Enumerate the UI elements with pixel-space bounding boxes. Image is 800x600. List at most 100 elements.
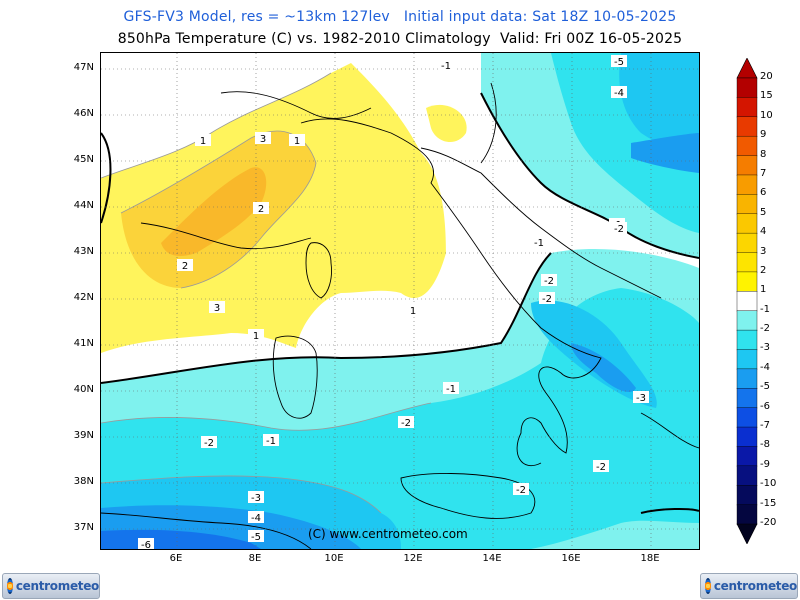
colorbar-top-arrow xyxy=(736,58,758,79)
colorbar-label: -9 xyxy=(760,458,770,470)
lat-tick-46: 46N xyxy=(73,108,94,119)
contour-label-bg xyxy=(138,538,154,549)
colorbar-swatch xyxy=(736,349,758,370)
map-panel[interactable]: -5-4-113123211-1-2-1-2-3-1-2-2-1-2-3-4-5… xyxy=(100,52,700,550)
contour-label-bg xyxy=(201,436,217,448)
colorbar-swatch xyxy=(736,271,758,293)
logo-text-left: centrometeo xyxy=(15,579,99,593)
lon-tick-10e: 10E xyxy=(324,553,344,564)
colorbar-label: 7 xyxy=(760,167,767,179)
colorbar-label: 1 xyxy=(760,284,767,296)
colorbar-label: 9 xyxy=(760,129,767,141)
colorbar-label: -8 xyxy=(760,439,770,451)
contour-label: 2 xyxy=(182,261,188,272)
contour-label-bg xyxy=(248,491,264,503)
colorbar-label: 20 xyxy=(760,71,773,82)
colorbar-label: -6 xyxy=(760,400,770,412)
contour-label-bg xyxy=(513,483,529,495)
contour-label-bg xyxy=(531,236,547,248)
colorbar-label: -10 xyxy=(760,478,777,490)
lat-tick-45: 45N xyxy=(73,154,94,165)
contour-label: 3 xyxy=(214,303,220,314)
contour-label: -5 xyxy=(614,57,624,68)
contour-label-bg xyxy=(611,86,627,98)
centrometeo-logo-right[interactable]: centrometeo xyxy=(700,573,798,599)
contour-label-bg xyxy=(443,382,459,394)
contour-label-bg xyxy=(263,434,279,446)
contour-label-bg xyxy=(253,202,269,214)
contour-label-bg xyxy=(593,460,609,472)
coastlines xyxy=(101,82,699,549)
contour-label-bg xyxy=(248,329,264,341)
contour-label: -1 xyxy=(266,436,276,447)
colorbar-label: 5 xyxy=(760,206,767,218)
contour-label: 1 xyxy=(294,136,300,147)
contour-label-bg xyxy=(177,259,193,271)
colorbar-label: -5 xyxy=(760,381,770,393)
colorbar-swatch xyxy=(736,291,758,312)
contour-label: -1 xyxy=(534,238,544,249)
colorbar-swatch xyxy=(736,368,758,389)
contour-label-bg xyxy=(438,59,454,71)
colorbar-label: -15 xyxy=(760,497,777,509)
colorbar-swatch xyxy=(736,116,758,137)
lon-tick-14e: 14E xyxy=(482,553,502,564)
lon-tick-6e: 6E xyxy=(169,553,183,564)
contour-label: -3 xyxy=(251,493,261,504)
contour-label-bg xyxy=(255,132,271,144)
contour-label-bg xyxy=(248,511,264,523)
contour-label: 3 xyxy=(260,134,266,145)
sun-globe-icon xyxy=(7,578,13,594)
model-title: GFS-FV3 Model, res = ~13km 127lev Initia… xyxy=(123,9,677,25)
colorbar-swatch xyxy=(736,388,758,409)
colorbar-swatch xyxy=(736,426,758,448)
contour-label: -2 xyxy=(544,276,554,287)
colorbar-swatch xyxy=(736,407,758,428)
contour-label: -2 xyxy=(516,485,526,496)
centrometeo-logo-left[interactable]: centrometeo xyxy=(2,573,100,599)
contour-label-bg xyxy=(209,301,225,313)
lon-tick-12e: 12E xyxy=(403,553,423,564)
contour-label: -2 xyxy=(542,294,552,305)
contour-label-bg xyxy=(398,416,414,428)
contour-label: -1 xyxy=(441,61,451,72)
contour-label-bg xyxy=(611,222,627,234)
contour-label-bg xyxy=(633,391,649,403)
graticule xyxy=(101,53,699,549)
contour-label: -6 xyxy=(141,540,151,549)
lon-tick-8e: 8E xyxy=(248,553,262,564)
contour-label: -2 xyxy=(401,418,411,429)
lat-tick-47: 47N xyxy=(73,62,94,73)
lat-tick-38: 38N xyxy=(73,476,94,487)
sun-globe-icon xyxy=(705,578,711,594)
contour-label-bg xyxy=(195,134,211,146)
contour-lines xyxy=(101,72,432,514)
colorbar-swatch xyxy=(736,174,758,196)
lat-tick-43: 43N xyxy=(73,246,94,257)
field-title: 850hPa Temperature (C) vs. 1982-2010 Cli… xyxy=(117,31,683,47)
contour-label: 1 xyxy=(200,136,206,147)
contour-label-bg xyxy=(248,530,264,542)
temperature-colorbar xyxy=(736,58,758,544)
contour-label-bg xyxy=(405,304,421,316)
contour-label-bg xyxy=(289,134,305,146)
contour-label: -3 xyxy=(636,393,646,404)
colorbar-swatch xyxy=(736,213,758,234)
colorbar-label: 2 xyxy=(760,264,767,276)
temperature-anomaly-map: -5-4-113123211-1-2-1-2-3-1-2-2-1-2-3-4-5… xyxy=(101,53,699,549)
lat-tick-39: 39N xyxy=(73,430,94,441)
colorbar-label: 8 xyxy=(760,148,767,160)
colorbar-swatch xyxy=(736,155,758,176)
colorbar-swatch xyxy=(736,135,758,157)
lat-tick-42: 42N xyxy=(73,292,94,303)
contour-label: -2 xyxy=(204,438,214,449)
colorbar-swatch xyxy=(736,485,758,506)
colorbar-label: -1 xyxy=(760,303,770,315)
cold-band-ne4 xyxy=(631,133,699,173)
contour-label: 2 xyxy=(258,204,264,215)
colorbar-swatch xyxy=(736,97,758,118)
colorbar-swatch xyxy=(736,310,758,331)
colorbar-swatch xyxy=(736,252,758,273)
colorbar-swatch xyxy=(736,446,758,467)
colorbar-swatch xyxy=(736,465,758,486)
